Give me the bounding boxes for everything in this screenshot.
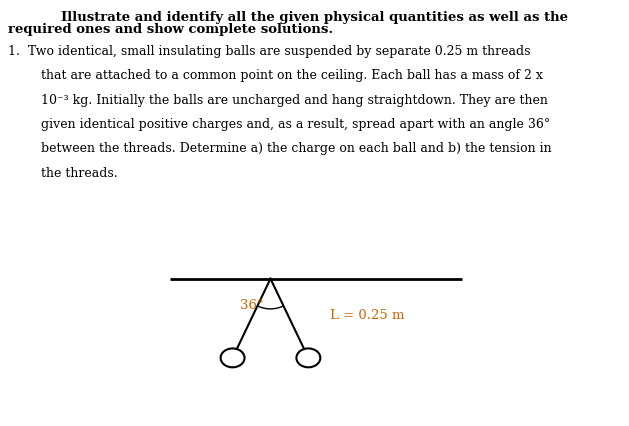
Text: 36°: 36° [240,298,264,311]
Ellipse shape [221,348,245,368]
Text: L = 0.25 m: L = 0.25 m [330,308,405,321]
Text: 1.  Two identical, small insulating balls are suspended by separate 0.25 m threa: 1. Two identical, small insulating balls… [8,45,530,58]
Text: given identical positive charges and, as a result, spread apart with an angle 36: given identical positive charges and, as… [41,118,550,130]
Text: Illustrate and identify all the given physical quantities as well as the: Illustrate and identify all the given ph… [61,11,568,23]
Text: 10⁻³ kg. Initially the balls are uncharged and hang straightdown. They are then: 10⁻³ kg. Initially the balls are uncharg… [41,93,548,106]
Text: that are attached to a common point on the ceiling. Each ball has a mass of 2 x: that are attached to a common point on t… [41,69,543,82]
Text: required ones and show complete solutions.: required ones and show complete solution… [8,23,333,36]
Text: the threads.: the threads. [41,166,118,179]
Text: between the threads. Determine a) the charge on each ball and b) the tension in: between the threads. Determine a) the ch… [41,142,552,155]
Ellipse shape [296,348,320,368]
